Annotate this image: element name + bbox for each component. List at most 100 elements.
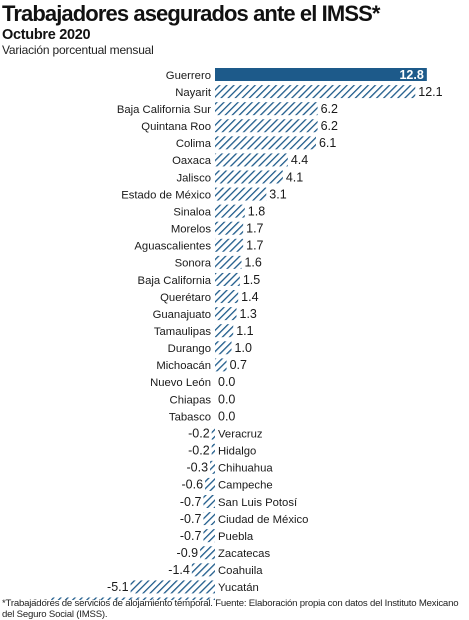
category-label-durango: Durango — [168, 343, 211, 355]
bar-baja-california-sur — [215, 102, 318, 116]
category-label-chiapas: Chiapas — [170, 394, 212, 406]
chart-caption: Variación porcentual mensual — [2, 43, 154, 57]
category-label-san-luis-potosi: San Luis Potosí — [218, 497, 298, 509]
value-label-hidalgo: -0.2 — [188, 444, 210, 458]
value-label-san-luis-potosi: -0.7 — [180, 495, 202, 509]
category-label-colima: Colima — [176, 138, 212, 150]
value-label-tabasco: 0.0 — [218, 409, 235, 423]
bar-guanajuato — [215, 307, 237, 321]
bar-veracruz — [211, 426, 215, 440]
bar-nayarit — [215, 85, 416, 99]
category-label-chihuahua: Chihuahua — [218, 463, 273, 475]
value-label-baja-california: 1.5 — [243, 273, 260, 287]
category-label-nuevo-leon: Nuevo León — [150, 377, 211, 389]
value-label-sonora: 1.6 — [244, 256, 261, 270]
category-label-oaxaca: Oaxaca — [172, 155, 212, 167]
category-label-aguascalientes: Aguascalientes — [134, 241, 211, 253]
bar-zacatecas — [200, 546, 215, 560]
value-label-chihuahua: -0.3 — [186, 461, 208, 475]
bar-baja-california — [215, 272, 240, 286]
bar-chihuahua — [210, 460, 215, 474]
category-label-estado-de-mexico: Estado de México — [121, 189, 211, 201]
category-label-tlaxcala: Tlaxcala — [218, 599, 261, 600]
bar-estado-de-mexico — [215, 187, 267, 201]
value-label-baja-california-sur: 6.2 — [321, 102, 338, 116]
category-label-queretaro: Querétaro — [160, 292, 211, 304]
category-label-hidalgo: Hidalgo — [218, 446, 256, 458]
value-label-colima: 6.1 — [319, 136, 336, 150]
bar-sonora — [215, 255, 242, 269]
category-label-guanajuato: Guanajuato — [153, 309, 211, 321]
value-label-coahuila: -1.4 — [168, 563, 190, 577]
category-label-puebla: Puebla — [218, 531, 254, 543]
category-label-sonora: Sonora — [175, 258, 212, 270]
bar-tamaulipas — [215, 324, 234, 338]
bar-queretaro — [215, 290, 239, 304]
category-label-coahuila: Coahuila — [218, 565, 263, 577]
value-label-guanajuato: 1.3 — [240, 307, 257, 321]
value-label-nayarit: 12.1 — [418, 85, 442, 99]
value-label-morelos: 1.7 — [246, 222, 263, 236]
category-label-campeche: Campeche — [218, 480, 273, 492]
bar-quintana-roo — [215, 119, 318, 133]
value-label-veracruz: -0.2 — [188, 426, 210, 440]
category-label-yucatan: Yucatán — [218, 582, 259, 594]
category-label-ciudad-de-mexico: Ciudad de México — [218, 514, 308, 526]
value-label-chiapas: 0.0 — [218, 392, 235, 406]
value-label-quintana-roo: 6.2 — [321, 119, 338, 133]
category-label-baja-california: Baja California — [138, 275, 212, 287]
value-label-campeche: -0.6 — [182, 478, 204, 492]
bar-jalisco — [215, 170, 283, 184]
value-label-michoacan: 0.7 — [230, 358, 247, 372]
category-label-michoacan: Michoacán — [156, 360, 211, 372]
bars-group — [51, 68, 427, 600]
category-label-nayarit: Nayarit — [175, 87, 212, 99]
bar-san-luis-potosi — [203, 495, 215, 508]
value-label-yucatan: -5.1 — [107, 580, 129, 594]
bar-guerrero — [215, 68, 427, 81]
value-label-guerrero: 12.8 — [399, 68, 423, 82]
value-label-tamaulipas: 1.1 — [236, 324, 253, 338]
category-label-quintana-roo: Quintana Roo — [141, 121, 211, 133]
value-label-zacatecas: -0.9 — [177, 546, 199, 560]
bar-durango — [215, 341, 232, 355]
bar-morelos — [215, 221, 244, 235]
category-label-morelos: Morelos — [171, 224, 212, 236]
chart-title: Trabajadores asegurados ante el IMSS* — [2, 1, 380, 26]
bar-colima — [215, 136, 316, 150]
category-label-guerrero: Guerrero — [166, 70, 211, 82]
bar-puebla — [203, 529, 215, 543]
category-label-tabasco: Tabasco — [169, 411, 211, 423]
bar-yucatan — [130, 580, 215, 594]
bar-oaxaca — [215, 153, 288, 167]
value-label-sinaloa: 1.8 — [248, 204, 265, 218]
bar-chart: Guerrero 12.8 Nayarit 12.1 Baja California S… — [28, 68, 443, 600]
value-label-ciudad-de-mexico: -0.7 — [180, 512, 202, 526]
category-label-sinaloa: Sinaloa — [173, 206, 211, 218]
category-label-veracruz: Veracruz — [218, 428, 263, 440]
bar-hidalgo — [211, 443, 215, 457]
value-label-tlaxcala: -9.9 — [28, 597, 50, 600]
bar-campeche — [205, 477, 215, 491]
bar-ciudad-de-mexico — [203, 512, 215, 526]
value-label-estado-de-mexico: 3.1 — [269, 187, 286, 201]
category-label-zacatecas: Zacatecas — [218, 548, 270, 560]
chart-subtitle: Octubre 2020 — [2, 27, 91, 43]
bar-tlaxcala — [51, 597, 215, 600]
bar-michoacan — [215, 358, 227, 372]
value-label-queretaro: 1.4 — [241, 290, 258, 304]
category-label-jalisco: Jalisco — [176, 172, 211, 184]
footnote: *Trabajadores de servicios de alojamient… — [2, 598, 459, 620]
value-label-puebla: -0.7 — [180, 529, 202, 543]
bar-aguascalientes — [215, 238, 244, 252]
bar-coahuila — [191, 563, 215, 577]
value-label-aguascalientes: 1.7 — [246, 239, 263, 253]
value-label-oaxaca: 4.4 — [291, 153, 308, 167]
value-label-jalisco: 4.1 — [286, 170, 303, 184]
value-label-nuevo-leon: 0.0 — [218, 375, 235, 389]
labels-group: Guerrero 12.8 Nayarit 12.1 Baja California S… — [28, 68, 443, 600]
bar-sinaloa — [215, 204, 245, 218]
value-label-durango: 1.0 — [235, 341, 252, 355]
category-label-baja-california-sur: Baja California Sur — [117, 104, 211, 116]
category-label-tamaulipas: Tamaulipas — [154, 326, 211, 338]
